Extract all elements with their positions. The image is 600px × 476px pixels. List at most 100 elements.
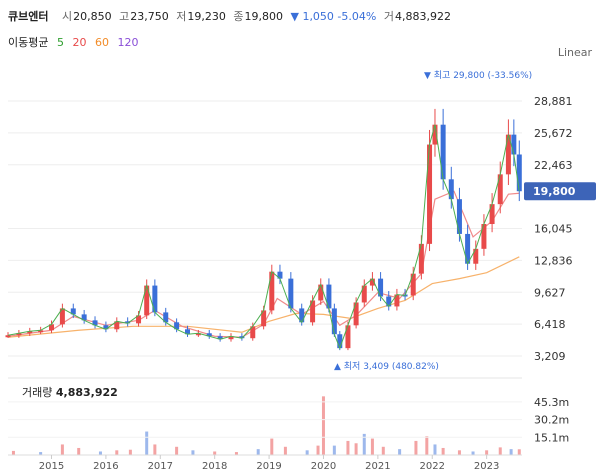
volume-bar — [381, 446, 385, 455]
volume-bar — [175, 446, 179, 455]
volume-panel-value: 4,883,922 — [55, 386, 118, 399]
y-tick-label: 12,836 — [534, 254, 573, 267]
candle-body — [505, 134, 511, 175]
candle-body — [269, 271, 275, 311]
candle-body — [410, 273, 416, 296]
candle-body — [103, 325, 109, 330]
x-tick-label: 2020 — [311, 461, 336, 472]
candle-body — [353, 302, 359, 326]
volume-bar — [283, 446, 287, 455]
volume-bar — [321, 396, 325, 455]
low-annotation: ▲ 최저 3,409 (480.82%) — [334, 361, 439, 372]
candle-body — [27, 331, 33, 334]
y-tick-label: 22,463 — [534, 159, 573, 172]
volume-bar — [509, 449, 513, 455]
volume-bar — [471, 451, 475, 455]
ma-period-60[interactable]: 60 — [94, 36, 109, 49]
candle-body — [49, 324, 55, 331]
open-label: 시 — [61, 10, 73, 23]
candle-body — [38, 330, 44, 333]
volume-bars — [8, 377, 522, 455]
candle-body — [288, 278, 294, 309]
volume-bar — [517, 449, 521, 455]
x-axis-ticks: 2015 2016 2017 2018 2019 2020 2021 2022 2023 — [8, 454, 522, 472]
candle-body — [516, 154, 522, 192]
annotations: ▼ 최고 29,800 (-33.56%) ▲ 최저 3,409 (480.82%… — [334, 70, 596, 372]
scale-toggle[interactable]: Linear — [557, 46, 592, 59]
x-tick-label: 2016 — [93, 461, 118, 472]
candle-body — [163, 312, 169, 323]
price-candles — [5, 108, 522, 351]
y-tick-label: 3,209 — [534, 350, 566, 363]
volume-bar — [98, 451, 102, 455]
y-tick-label: 16,045 — [534, 223, 573, 236]
volume-bar — [77, 447, 81, 455]
candle-body — [378, 278, 384, 297]
ma60-path — [7, 256, 520, 338]
volume-bar — [270, 438, 274, 455]
volume-bar — [425, 436, 429, 455]
close-value: 19,800 — [244, 10, 283, 23]
candle-body — [217, 336, 223, 340]
volume-bar — [145, 431, 149, 455]
volume-panel-title: 거래량 — [22, 386, 53, 399]
volume-bar — [60, 444, 64, 455]
candle-body — [59, 308, 65, 325]
volume-bar — [128, 449, 132, 455]
x-tick-label: 2018 — [202, 461, 227, 472]
current-price-label: 19,800 — [533, 185, 576, 198]
candle-body — [394, 294, 400, 307]
candle-body — [114, 321, 120, 330]
ma-period-20[interactable]: 20 — [72, 36, 87, 49]
volume-bar — [362, 433, 366, 455]
current-price-badge — [524, 182, 596, 201]
volume-bar — [39, 452, 43, 455]
candle-body — [497, 174, 503, 205]
volume-bar — [485, 450, 489, 455]
low-label: 저 — [176, 10, 187, 23]
candle-body — [369, 278, 375, 286]
close-label: 종 — [233, 10, 244, 23]
open-value: 20,850 — [73, 10, 112, 23]
volume-bar — [305, 450, 309, 455]
candle-body — [92, 320, 98, 326]
high-label: 고 — [119, 10, 130, 23]
volume-bar — [354, 443, 358, 455]
candle-body — [440, 124, 446, 180]
y-tick-label: 9,627 — [534, 286, 566, 299]
x-tick-label: 2023 — [474, 461, 499, 472]
y-tick-label: 25,672 — [534, 127, 573, 140]
candle-body — [386, 296, 392, 307]
volume-tick-label: 30.2m — [534, 414, 569, 427]
ma-period-5[interactable]: 5 — [56, 36, 64, 49]
y-tick-label: 6,418 — [534, 318, 566, 331]
candle-body — [345, 325, 351, 349]
candle-body — [152, 285, 158, 313]
candle-body — [481, 224, 487, 249]
price-header: 큐브엔터 시20,850 고23,750 저19,230 종19,800 ▼ 1… — [8, 8, 451, 24]
x-tick-label: 2022 — [420, 461, 445, 472]
volume-bar — [346, 440, 350, 455]
volume-bar — [256, 449, 260, 455]
stock-name: 큐브엔터 — [8, 10, 49, 23]
candle-body — [16, 333, 22, 336]
moving-average-legend: 이동평균 5 20 60 120 — [8, 34, 143, 50]
candle-body — [456, 199, 462, 234]
low-value: 19,230 — [187, 10, 226, 23]
volume-header-label: 거 — [383, 10, 394, 23]
volume-bar — [11, 450, 15, 455]
volume-tick-label: 15.1m — [534, 431, 569, 444]
candle-body — [331, 308, 337, 335]
candle-body — [174, 322, 180, 330]
candle-body — [318, 284, 324, 301]
candle-body — [489, 204, 495, 225]
volume-bar — [433, 444, 437, 455]
candle-body — [418, 243, 424, 274]
volume-panel-label: 거래량 4,883,922 — [22, 384, 118, 400]
volume-tick-label: 45.3m — [534, 396, 569, 409]
candle-body — [465, 233, 471, 264]
volume-bar — [234, 452, 238, 455]
ma-label: 이동평균 — [8, 36, 49, 49]
ma-period-120[interactable]: 120 — [117, 36, 139, 49]
